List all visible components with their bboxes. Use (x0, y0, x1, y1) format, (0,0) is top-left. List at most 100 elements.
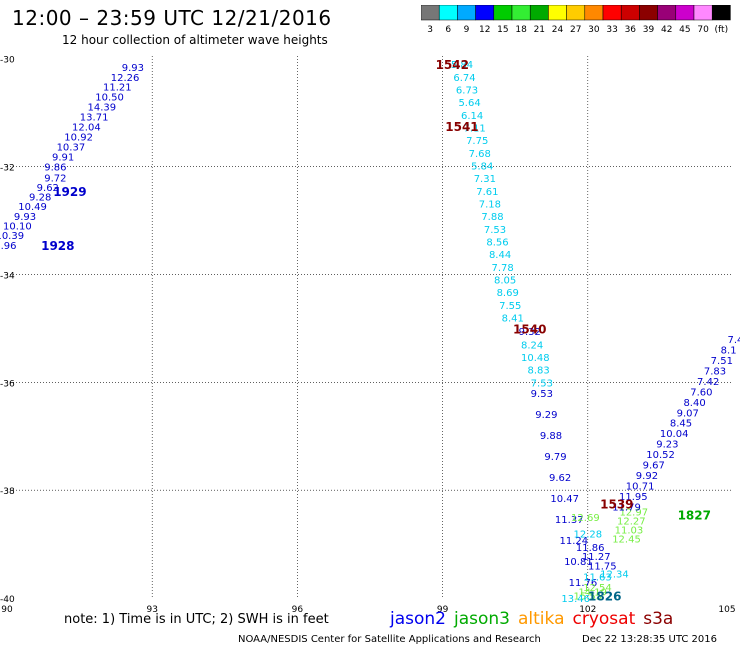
wave-height-value: 10.71 (626, 481, 655, 492)
wave-height-value: 9.62 (549, 473, 571, 484)
satellite-legend-cryosat: cryosat (572, 609, 636, 629)
wave-height-value: 12.27 (617, 517, 646, 528)
wave-height-value: 8.44 (489, 250, 511, 261)
page-subtitle: 12 hour collection of altimeter wave hei… (62, 33, 328, 47)
pass-time-label: 1542 (436, 58, 469, 72)
satellite-legend-altika: altika (518, 609, 565, 629)
wave-height-value: 11.03 (615, 526, 644, 537)
wave-height-value: 9.29 (535, 410, 557, 421)
wave-height-value: 7.83 (704, 366, 726, 377)
satellite-legend-jason3: jason3 (454, 609, 510, 629)
color-scale-label: 24 (552, 25, 564, 35)
wave-height-value: 9.28 (29, 193, 51, 204)
latitude-tick-label: -34 (0, 271, 15, 281)
wave-height-value: 10.50 (95, 93, 124, 104)
wave-height-value: 9.86 (44, 163, 66, 174)
wave-height-value: 11.76 (569, 578, 598, 589)
latitude-tick-label: -32 (0, 164, 15, 174)
wave-height-value: 7.11 (464, 123, 486, 134)
wave-height-value: 5.84 (471, 161, 493, 172)
wave-height-value: 6.74 (453, 73, 475, 84)
wave-height-value: 11.27 (582, 552, 611, 563)
wave-height-value: 7.60 (690, 387, 712, 398)
wave-height-value: 8.45 (670, 419, 692, 430)
wave-height-value: 9.93 (122, 63, 144, 74)
wave-height-value: 6.14 (461, 111, 483, 122)
wave-height-value: 7.75 (466, 136, 488, 147)
wave-height-value: 15.55 (573, 591, 602, 602)
wave-height-value: 11.21 (103, 83, 132, 94)
color-scale-label: 39 (643, 25, 655, 35)
wave-height-value: 9.72 (44, 173, 66, 184)
pass-time-label: 1540 (513, 322, 546, 336)
wave-height-value: 14.39 (88, 103, 117, 114)
wave-height-value: 14.19 (578, 587, 607, 598)
wave-height-value: 11.95 (619, 492, 648, 503)
wave-height-value: 7.61 (476, 187, 498, 198)
wave-height-value: 13.46 (561, 594, 590, 605)
wave-height-value: 12.54 (583, 583, 612, 594)
color-scale-label: 27 (570, 25, 581, 35)
wave-height-value: 10.47 (550, 494, 579, 505)
wave-height-value: 10.81 (564, 557, 593, 568)
wave-height-value: 12.28 (573, 529, 602, 540)
wave-height-value: 12.34 (600, 570, 629, 581)
generation-timestamp: Dec 22 13:28:35 UTC 2016 (582, 634, 717, 645)
pass-time-label: 1826 (588, 589, 621, 603)
wave-height-value: 9.79 (544, 452, 566, 463)
wave-height-value: 9.93 (14, 212, 36, 223)
wave-height-value: 7.51 (711, 356, 733, 367)
wave-height-value: 13.71 (80, 113, 109, 124)
color-scale-label: 33 (606, 25, 617, 35)
wave-height-value: 8.05 (494, 276, 516, 287)
wave-height-value: 5.64 (458, 98, 480, 109)
color-scale-label: 18 (515, 25, 527, 35)
wave-height-value: 10.92 (64, 133, 93, 144)
wave-height-value: 7.4 (727, 335, 740, 346)
wave-height-value: 9.91 (52, 153, 74, 164)
wave-height-value: 7.88 (481, 212, 503, 223)
wave-height-value: 9.53 (531, 389, 553, 400)
wave-height-value: 7.55 (499, 301, 521, 312)
wave-height-value: 9.92 (636, 471, 658, 482)
wave-height-value: 7.53 (484, 225, 506, 236)
color-scale-label: 6 (445, 25, 451, 35)
longitude-tick-label: 102 (579, 605, 596, 615)
wave-height-value: 10.10 (3, 221, 32, 232)
wave-height-value: 12.04 (72, 123, 101, 134)
wave-height-value: 9.67 (643, 461, 665, 472)
wave-height-value: 8.56 (486, 238, 508, 249)
credit-line: NOAA/NESDIS Center for Satellite Applica… (238, 634, 541, 645)
color-scale-legend: 3 6 9 12 15 18 21 24 27 30 33 36 39 42 45 70 (ft) (421, 5, 731, 35)
longitude-tick-label: 96 (292, 605, 304, 615)
satellite-legend-s3a: s3a (643, 609, 674, 629)
wave-height-value: 10.52 (646, 450, 675, 461)
pass-time-label: 1539 (600, 498, 633, 512)
pass-time-label: 1541 (445, 120, 478, 134)
wave-height-value: 7.42 (697, 377, 719, 388)
latitude-tick-label: -38 (0, 487, 15, 497)
wave-height-value: 9.23 (656, 440, 678, 451)
wave-height-value: 10.37 (57, 143, 86, 154)
color-scale-label: 36 (625, 25, 637, 35)
pass-time-label: 1929 (53, 185, 86, 199)
longitude-tick-label: 93 (146, 605, 157, 615)
wave-height-value: 11.24 (559, 536, 588, 547)
wave-height-value: 8.40 (683, 398, 705, 409)
latitude-tick-label: -40 (0, 595, 15, 605)
satellite-legend-jason2: jason2 (390, 609, 446, 629)
color-scale-label: 12 (479, 25, 490, 35)
wave-height-value: 10.04 (660, 429, 689, 440)
wave-height-value: 11.79 (612, 502, 641, 513)
color-scale-label: 15 (497, 25, 508, 35)
wave-height-value: 11.37 (555, 515, 584, 526)
color-scale-label: 45 (679, 25, 690, 35)
wave-height-value: 9.32 (519, 327, 541, 338)
wave-height-value: 11.63 (583, 572, 612, 583)
color-scale-label: 42 (661, 25, 672, 35)
wave-height-value: 7.53 (531, 378, 553, 389)
wave-height-value: 12.45 (612, 535, 641, 546)
color-scale-label: 9 (464, 25, 470, 35)
wave-height-value: 11.75 (588, 562, 617, 573)
wave-height-value: 8.69 (497, 288, 519, 299)
